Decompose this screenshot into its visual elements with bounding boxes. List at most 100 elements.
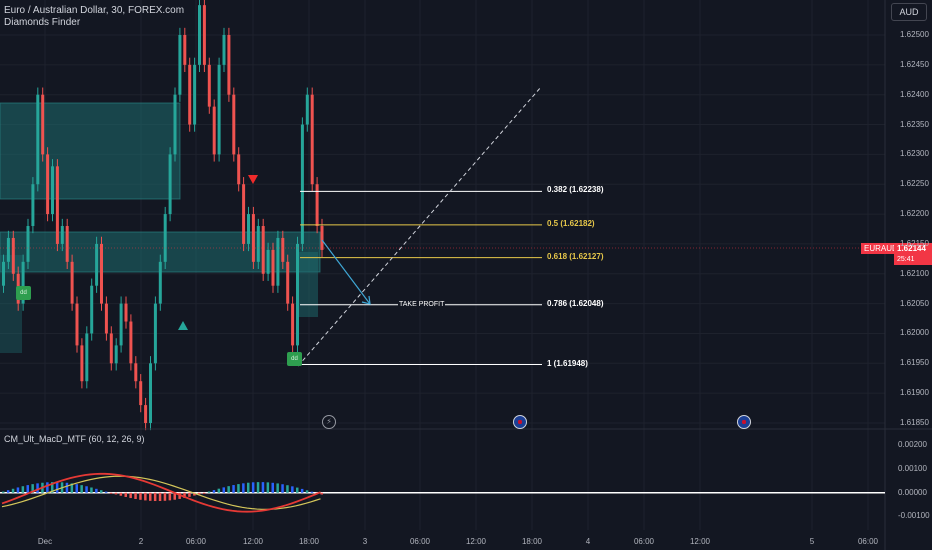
macd-bar [281, 484, 284, 493]
diamond-badge: dd [287, 352, 302, 366]
candle-body [178, 35, 182, 95]
macd-bar [134, 492, 137, 500]
candle-body [70, 261, 74, 304]
symbol-title[interactable]: Euro / Australian Dollar, 30, FOREX.com [4, 5, 185, 16]
candle-body [222, 35, 226, 65]
candle-body [21, 261, 25, 304]
candle-body [271, 249, 275, 286]
indicator-name[interactable]: Diamonds Finder [4, 17, 81, 28]
candle-body [129, 321, 133, 364]
macd-bar [46, 482, 49, 493]
macd-bar [2, 491, 5, 493]
time-axis-label: Dec [37, 537, 53, 546]
candle-body [320, 226, 324, 250]
candle-body [256, 226, 260, 262]
fib-retracement [300, 190, 542, 366]
macd-bar [261, 482, 265, 493]
time-axis-label: 18:00 [521, 537, 543, 546]
candle-body [80, 345, 84, 382]
indicator-axis-label: 0.00200 [898, 440, 927, 450]
macd-bar [320, 492, 323, 495]
macd-bar [202, 492, 206, 494]
macd-bar [198, 492, 201, 495]
candle-body [139, 381, 143, 406]
candle-body [163, 214, 167, 262]
candle-body [217, 64, 221, 155]
macd-bar [90, 487, 93, 493]
price-axis-label: 1.62350 [900, 119, 929, 129]
candle-body [36, 94, 40, 185]
macd-bar [266, 482, 270, 493]
candle-body [31, 184, 35, 227]
macd-bar [85, 486, 88, 493]
candle-body [11, 237, 15, 274]
fib-level-label: 0.786 (1.62048) [547, 298, 604, 308]
macd-bar [55, 482, 59, 493]
candle-body [26, 226, 30, 262]
macd-bar [310, 491, 314, 493]
indicator-axis-label: 0.00100 [898, 464, 927, 474]
eu-flag-icon[interactable] [513, 415, 527, 429]
buy-triangle-icon [178, 321, 188, 330]
lightning-icon[interactable]: ⚡ [322, 415, 336, 429]
price-axis-label: 1.62050 [900, 298, 929, 308]
candle-body [237, 154, 241, 185]
macd-bar [70, 483, 74, 493]
time-axis-label: 12:00 [242, 537, 264, 546]
candle-body [65, 226, 69, 262]
macd-bar [271, 482, 274, 493]
candle-body [90, 285, 94, 334]
macd-bar [51, 482, 54, 493]
candle-body [168, 154, 172, 215]
candle-body [315, 184, 319, 227]
macd-bar [31, 484, 34, 493]
eu-flag-icon[interactable] [737, 415, 751, 429]
candle-body [119, 303, 123, 346]
time-axis-label: 06:00 [185, 537, 207, 546]
macd-bar [6, 490, 10, 493]
fib-level-label: 1 (1.61948) [547, 358, 588, 368]
macd-line [1, 472, 321, 513]
macd-bar [16, 487, 20, 493]
candle-body [60, 226, 64, 244]
macd-bar [276, 483, 279, 493]
macd-bar [242, 483, 245, 493]
price-axis-label: 1.62150 [900, 238, 929, 248]
candle-body [227, 35, 231, 95]
macd-bar [305, 490, 309, 493]
sell-triangle-icon [248, 175, 258, 184]
macd-bar [124, 492, 127, 497]
candle-body [183, 35, 187, 65]
time-axis-label: 06:00 [633, 537, 655, 546]
price-axis-label: 1.62000 [900, 328, 929, 338]
candle-body [158, 261, 162, 304]
time-axis-label: 06:00 [857, 537, 879, 546]
macd-bar [183, 492, 186, 498]
price-axis-label: 1.62250 [900, 179, 929, 189]
candle-body [149, 363, 152, 423]
candle-body [109, 333, 113, 364]
current-price-tag: 1.62144 [894, 243, 932, 254]
projection-arrowhead [361, 295, 371, 305]
take-profit-label: TAKE PROFIT [398, 301, 446, 308]
countdown-tag: 25:41 [894, 254, 932, 265]
macd-bar [129, 492, 132, 499]
macd-bar [144, 492, 147, 501]
zone-upper [0, 102, 181, 200]
price-axis-label: 1.62450 [900, 59, 929, 69]
macd-bar [222, 487, 225, 493]
candle-body [202, 5, 206, 65]
candle-body [300, 124, 304, 244]
macd-bar [75, 484, 78, 493]
currency-button[interactable]: AUD [891, 3, 927, 21]
indicator-title[interactable]: CM_Ult_MacD_MTF (60, 12, 26, 9) [4, 434, 145, 444]
macd-bar [149, 492, 152, 501]
macd-bar [212, 490, 216, 493]
fib-level-label: 0.618 (1.62127) [547, 251, 604, 261]
price-axis-label: 1.62200 [900, 209, 929, 219]
macd-bar [26, 485, 29, 493]
macd-bar [11, 488, 15, 493]
macd-bar [193, 492, 196, 496]
candle-body [55, 166, 59, 244]
